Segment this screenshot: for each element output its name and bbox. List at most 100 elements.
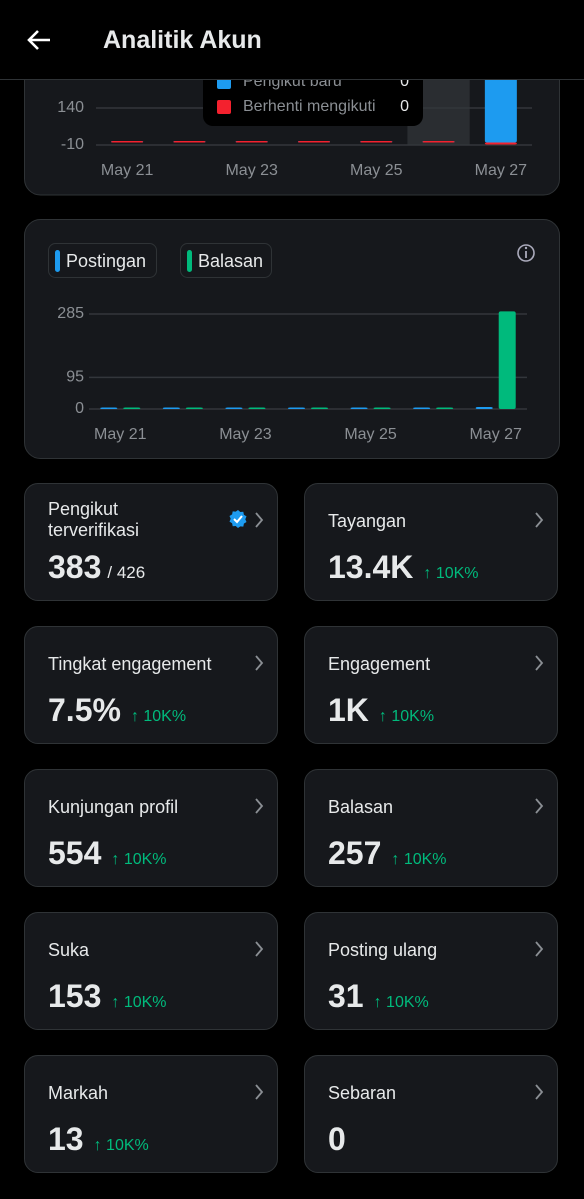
chevron [255,941,264,957]
x-tick-label: May 25 [350,162,403,179]
stat-card[interactable]: Tayangan 13.4K ↑ 10K% [304,483,558,601]
x-tick-label: May 27 [475,162,528,179]
header: Analitik Akun [0,0,584,80]
y-tick-label: 285 [57,305,84,322]
y-tick-label: 0 [75,400,84,417]
stat-card[interactable]: Markah 13 ↑ 10K% [24,1055,278,1173]
stat-card[interactable]: Sebaran 0 [304,1055,558,1173]
card-value: 554 [48,835,102,871]
chart2-card [24,219,560,459]
chevron [535,1084,544,1100]
card-value-row: 13 ↑ 10K% [48,1121,149,1158]
bar [360,141,393,143]
legend-item: Postingan [48,243,157,278]
card-value: 1K [328,692,369,728]
back-button[interactable] [26,28,52,52]
legend-chip [180,243,272,278]
legend-swatch [55,250,60,272]
card-value-row: 257 ↑ 10K% [328,835,447,872]
stat-card[interactable]: Kunjungan profil 554 ↑ 10K% [24,769,278,887]
card-value: 7.5% [48,692,121,728]
card-title: Tayangan [328,511,407,531]
bar [248,407,266,409]
card-value: 13.4K [328,549,414,585]
chevron [535,798,544,814]
card-change: ↑ 10K% [378,708,435,725]
legend-chip [48,243,157,278]
bar [173,141,206,143]
stat-card[interactable]: Tingkat engagement 7.5% ↑ 10K% [24,626,278,744]
stat-card[interactable]: Pengikut terverifikasi 383 / 426 [24,483,278,601]
y-tick-label: 140 [57,99,84,116]
legend-swatch [187,250,192,272]
stat-card[interactable]: Posting ulang 31 ↑ 10K% [304,912,558,1030]
chevron [535,512,544,528]
tooltip-value: 0 [400,98,409,115]
bar [123,407,141,409]
card-title: Kunjungan profil [48,797,179,817]
card-value: 383 [48,549,102,585]
legend-label: Postingan [66,251,146,271]
tooltip-value: 0 [400,73,409,90]
card-title: Tingkat engagement [48,654,212,674]
card-change: ↑ 10K% [111,851,167,868]
card-title: Balasan [328,797,394,817]
bar [484,142,517,145]
bar [484,68,517,143]
chevron [255,512,264,528]
card-value: 153 [48,978,102,1014]
card-change: ↑ 10K% [93,1137,149,1154]
tooltip-label: Berhenti mengikuti [243,98,376,115]
stat-card[interactable]: Balasan 257 ↑ 10K% [304,769,558,887]
card-title: Markah [48,1083,109,1103]
chevron [255,655,264,671]
bar [373,407,391,409]
legend-label: Balasan [198,251,263,271]
card-value-row: 554 ↑ 10K% [48,835,167,872]
chevron [535,941,544,957]
card-value-row: 153 ↑ 10K% [48,978,167,1015]
card-title: Pengikut terverifikasi [48,499,140,540]
x-tick-label: May 23 [219,426,272,443]
bar [475,407,493,409]
card-change: ↑ 10K% [373,994,429,1011]
bar [235,141,268,143]
x-tick-label: May 23 [225,162,278,179]
chevron [255,1084,264,1100]
card-value-row: 1K ↑ 10K% [328,692,434,729]
card-value-row: 7.5% ↑ 10K% [48,692,186,729]
card-total: / 426 [107,563,146,582]
card-title: Sebaran [328,1083,397,1103]
card-title: Posting ulang [328,940,438,960]
card-title: Engagement [328,654,431,674]
legend-item: Balasan [180,243,272,278]
bar [436,407,454,409]
header-title: Analitik Akun [103,26,262,54]
card-value-row: 31 ↑ 10K% [328,978,429,1015]
bar [111,141,144,143]
card-change: ↑ 10K% [423,565,479,582]
x-tick-label: May 21 [94,426,147,443]
card-value-row: 0 [328,1121,346,1158]
card-value: 0 [328,1121,346,1157]
bar [498,311,516,409]
card-value: 257 [328,835,382,871]
card-value-row: 13.4K ↑ 10K% [328,549,479,586]
card-change: ↑ 10K% [111,994,167,1011]
card-change: ↑ 10K% [391,851,447,868]
stat-card[interactable]: Suka 153 ↑ 10K% [24,912,278,1030]
info-icon[interactable] [517,244,535,262]
chevron [535,655,544,671]
card-change: ↑ 10K% [130,708,187,725]
bar [413,407,431,409]
stat-card[interactable]: Engagement 1K ↑ 10K% [304,626,558,744]
y-tick-label: -10 [61,136,84,153]
x-tick-label: May 21 [101,162,154,179]
card-value-row: 383 / 426 [48,549,145,586]
bar [225,407,243,409]
card-value: 31 [328,978,364,1014]
card-title: Suka [48,940,90,960]
chevron [255,798,264,814]
x-tick-label: May 25 [344,426,397,443]
